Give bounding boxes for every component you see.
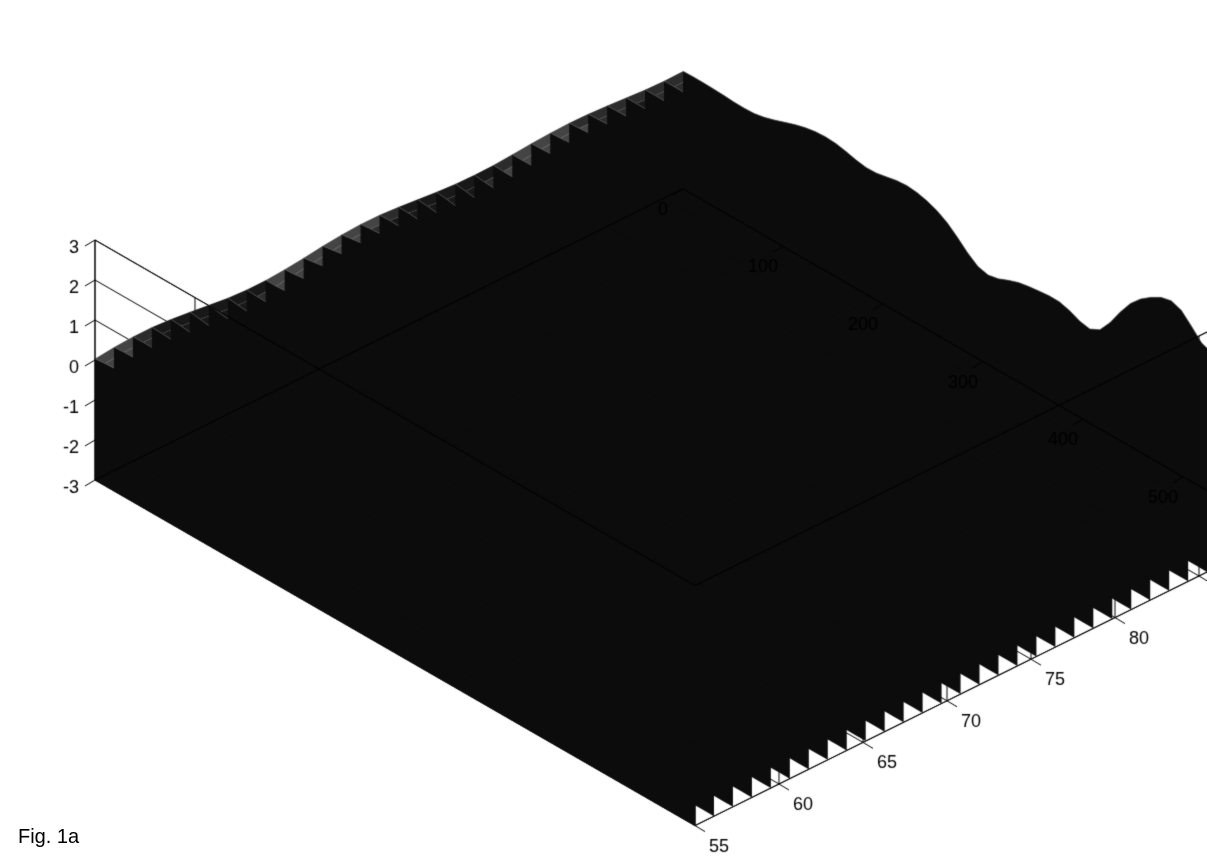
figure-caption: Fig. 1a bbox=[18, 826, 79, 849]
surface-3d-plot bbox=[0, 0, 1207, 864]
